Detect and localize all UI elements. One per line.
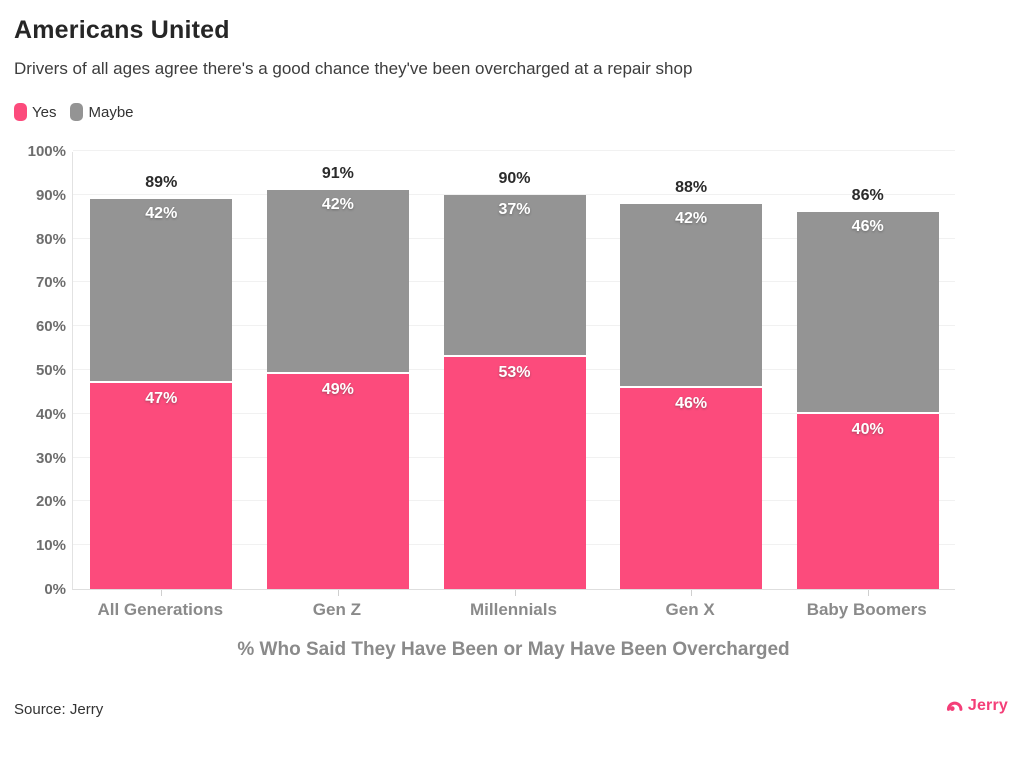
total-label: 91%	[321, 165, 354, 183]
bar-gen-x: 42% 46% 88%	[620, 179, 763, 589]
segment-label-yes: 47%	[145, 390, 178, 408]
legend-swatch	[14, 103, 27, 121]
x-axis-title: % Who Said They Have Been or May Have Be…	[237, 639, 790, 660]
segment-label-yes: 53%	[498, 363, 531, 381]
category-label-gen-z: Gen Z	[312, 600, 361, 619]
y-tick-40: 40%	[35, 405, 66, 423]
brand-name: Jerry	[967, 697, 1008, 714]
y-tick-20: 20%	[35, 493, 66, 511]
segment-maybe	[266, 190, 409, 375]
x-tick	[867, 590, 869, 596]
category-label-gen-x: Gen X	[665, 600, 715, 619]
total-label: 90%	[498, 169, 531, 187]
segment-label-yes: 40%	[851, 420, 884, 438]
segment-maybe	[796, 212, 939, 414]
y-tick-0: 0%	[44, 581, 66, 598]
y-tick-100: 100%	[27, 143, 66, 160]
segment-label-yes: 49%	[321, 381, 354, 399]
y-tick-90: 90%	[35, 186, 66, 204]
y-tick-80: 80%	[35, 230, 66, 248]
x-tick	[161, 590, 163, 596]
segment-maybe	[443, 194, 586, 357]
legend-item-maybe: Maybe	[70, 103, 134, 121]
y-tick-70: 70%	[35, 274, 66, 292]
legend-item-yes: Yes	[14, 103, 56, 121]
bar-all-generations: 42% 47% 89%	[90, 174, 233, 589]
segment-label-maybe: 46%	[851, 218, 884, 236]
legend-label: Yes	[32, 103, 57, 121]
bar-baby-boomers: 46% 40% 86%	[796, 187, 939, 589]
y-tick-10: 10%	[35, 537, 66, 555]
legend-swatch	[70, 103, 84, 121]
gridline-90	[73, 193, 955, 195]
chart-subtitle: Drivers of all ages agree there's a good…	[14, 59, 693, 78]
segment-yes	[443, 356, 586, 589]
segment-label-yes: 46%	[675, 394, 708, 412]
segment-yes	[620, 387, 763, 589]
total-label: 86%	[851, 187, 884, 205]
total-label: 88%	[675, 178, 708, 196]
segment-label-maybe: 42%	[145, 205, 178, 223]
segment-yes	[266, 374, 409, 589]
x-tick	[337, 590, 339, 596]
plot-area: 42% 47% 89% 42% 49% 91% 37% 53% 90% 42% 46% 88% 46% 4…	[72, 150, 955, 596]
segment-label-maybe: 42%	[321, 196, 354, 214]
x-tick	[514, 590, 516, 596]
gridline-100	[73, 150, 955, 151]
chart-title: Americans United	[14, 16, 230, 44]
category-label-millennials: Millennials	[470, 600, 557, 619]
y-tick-60: 60%	[35, 318, 66, 336]
segment-yes	[90, 383, 233, 589]
y-tick-30: 30%	[35, 449, 66, 467]
segment-maybe	[90, 199, 233, 384]
total-label: 89%	[145, 174, 178, 192]
segment-yes	[796, 413, 939, 589]
brand-logo: Jerry	[945, 697, 1008, 715]
segment-label-maybe: 37%	[498, 200, 531, 218]
segment-label-maybe: 42%	[675, 209, 708, 227]
y-tick-50: 50%	[35, 362, 66, 379]
category-label-baby-boomers: Baby Boomers	[806, 600, 927, 619]
bar-gen-z: 42% 49% 91%	[266, 165, 409, 589]
x-tick	[691, 590, 693, 596]
category-label-all-generations: All Generations	[97, 600, 224, 619]
bar-millennials: 37% 53% 90%	[443, 170, 586, 589]
jerry-arc-icon	[945, 698, 964, 715]
source-note: Source: Jerry	[14, 701, 104, 718]
segment-maybe	[620, 203, 763, 388]
legend: Yes Maybe	[14, 103, 134, 121]
legend-label: Maybe	[88, 103, 134, 121]
